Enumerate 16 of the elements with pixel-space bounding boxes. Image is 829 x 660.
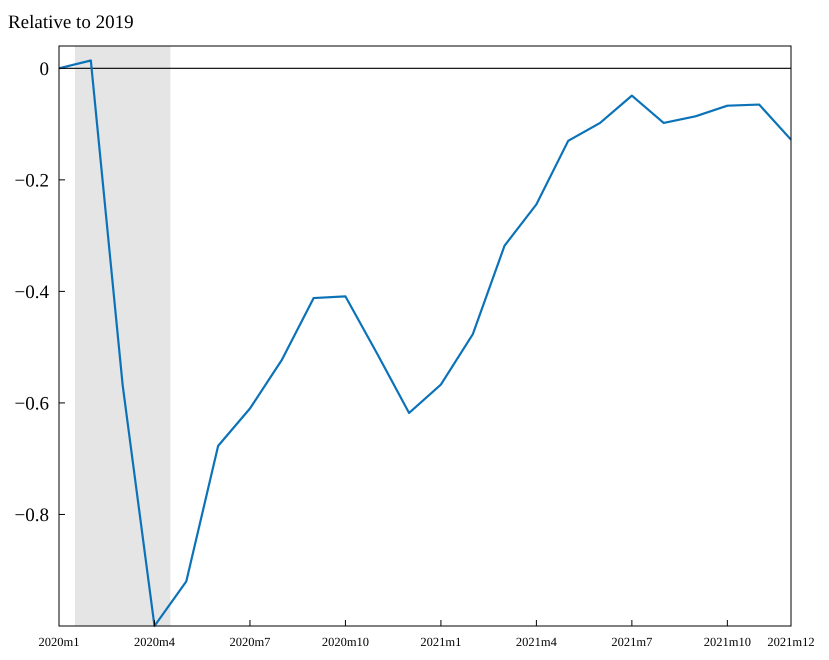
x-tick-label: 2021m4 xyxy=(516,635,558,649)
x-tick-label: 2020m1 xyxy=(38,635,80,649)
x-tick-label: 2020m4 xyxy=(134,635,176,649)
x-tick-label: 2021m7 xyxy=(611,635,652,649)
x-tick-label: 2020m10 xyxy=(322,635,370,649)
x-tick-label: 2021m1 xyxy=(420,635,462,649)
y-tick-label: −0.2 xyxy=(14,170,49,192)
x-tick-label: 2021m12 xyxy=(767,635,815,649)
y-axis-title: Relative to 2019 xyxy=(8,12,134,33)
x-tick-label: 2020m7 xyxy=(229,635,270,649)
line-series xyxy=(58,59,792,628)
y-tick-label: −0.8 xyxy=(14,505,49,526)
y-tick-label: −0.6 xyxy=(14,394,49,415)
y-tick-label: −0.4 xyxy=(14,282,50,304)
y-tick-label: 0 xyxy=(40,58,49,80)
x-tick-label: 2021m10 xyxy=(704,635,751,649)
